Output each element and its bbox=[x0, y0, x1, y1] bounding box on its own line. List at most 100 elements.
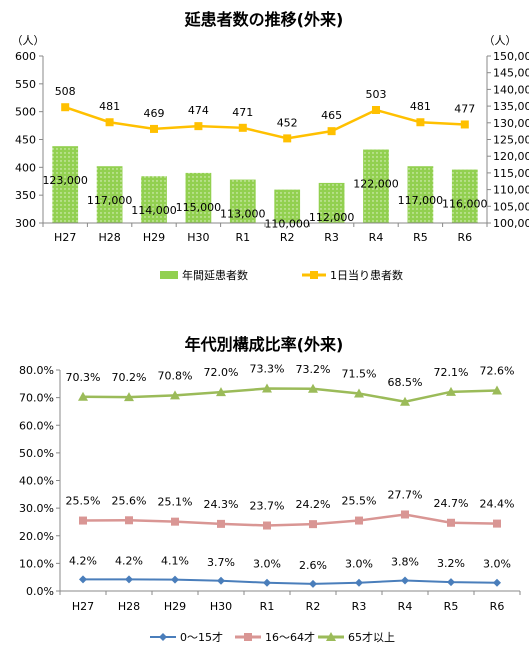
chart1-line-marker bbox=[105, 118, 114, 127]
chart2-marker-square bbox=[447, 518, 455, 527]
chart2-x-tick-label: R1 bbox=[260, 600, 275, 613]
chart1-x-tick-label: R3 bbox=[324, 231, 339, 244]
chart2-marker-triangle bbox=[78, 391, 88, 401]
chart2-data-label: 25.1% bbox=[158, 496, 193, 509]
chart1-line-data-label: 477 bbox=[454, 102, 475, 115]
chart2-data-label: 27.7% bbox=[388, 488, 423, 501]
chart1-right-axis-unit: （人） bbox=[484, 34, 517, 47]
chart2-x-tick-label: R4 bbox=[398, 600, 413, 613]
chart2-line-series-0 bbox=[83, 578, 498, 585]
chart2-y-tick-label: 70.0% bbox=[19, 392, 54, 405]
chart1-bar-data-label: 122,000 bbox=[353, 178, 399, 191]
chart2-marker-diamond bbox=[447, 578, 455, 587]
chart2-marker-triangle bbox=[400, 396, 410, 406]
chart2-x-tick-label: R2 bbox=[306, 600, 321, 613]
chart1-right-tick-label: 125,000 bbox=[493, 134, 529, 147]
chart2-y-tick-label: 0.0% bbox=[26, 585, 54, 598]
chart2-marker-square bbox=[263, 521, 271, 530]
chart1-bar-data-label: 113,000 bbox=[220, 208, 266, 221]
chart2-data-label: 24.3% bbox=[204, 498, 239, 511]
chart2-marker-triangle bbox=[354, 388, 364, 398]
chart2-marker-diamond bbox=[401, 576, 409, 585]
chart2-y-tick-label: 60.0% bbox=[19, 419, 54, 432]
chart2-data-label: 3.2% bbox=[437, 557, 465, 570]
chart1-bar bbox=[363, 149, 389, 223]
chart1-left-tick-label: 500 bbox=[15, 106, 36, 119]
chart2-marker-square bbox=[171, 517, 179, 526]
chart1-bar-data-label: 116,000 bbox=[442, 198, 488, 211]
chart1-bar-data-label: 115,000 bbox=[176, 201, 222, 214]
chart1-right-tick-label: 140,000 bbox=[493, 83, 529, 96]
chart1-bar bbox=[318, 182, 345, 223]
chart1-line-marker bbox=[150, 124, 158, 133]
chart2-data-label: 3.0% bbox=[253, 558, 281, 571]
chart2-data-label: 3.0% bbox=[483, 558, 511, 571]
chart1-legend-label-bars: 年間延患者数 bbox=[182, 268, 248, 282]
chart1-line-data-label: 503 bbox=[366, 88, 387, 101]
chart2-data-label: 24.4% bbox=[480, 498, 515, 511]
chart2-data-label: 3.8% bbox=[391, 556, 419, 569]
chart1-line-marker bbox=[238, 123, 247, 132]
chart1-line-data-label: 508 bbox=[55, 85, 76, 98]
chart1-left-tick-label: 450 bbox=[15, 134, 36, 147]
chart1-x-tick-label: R6 bbox=[457, 231, 472, 244]
chart1-legend-swatch-bars bbox=[160, 271, 178, 279]
chart2-y-tick-label: 10.0% bbox=[19, 557, 54, 570]
chart1-line-data-label: 452 bbox=[277, 116, 298, 129]
chart2-y-tick-label: 50.0% bbox=[19, 447, 54, 460]
chart2-legend-label-65-plus: 65才以上 bbox=[348, 630, 395, 644]
chart1-line-data-label: 471 bbox=[232, 106, 253, 119]
chart2-marker-square bbox=[217, 519, 225, 528]
chart2-y-tick-label: 30.0% bbox=[19, 502, 54, 515]
chart1-left-tick-label: 300 bbox=[15, 217, 36, 230]
chart2-marker-triangle bbox=[124, 392, 134, 402]
chart2-y-tick-label: 40.0% bbox=[19, 475, 54, 488]
chart1-bar bbox=[274, 189, 301, 223]
chart2-data-label: 25.5% bbox=[342, 495, 377, 508]
chart1-left-axis-unit: （人） bbox=[12, 34, 45, 47]
chart1-line-data-label: 474 bbox=[188, 104, 209, 117]
chart1-bar bbox=[52, 146, 79, 223]
chart1-bar-data-label: 114,000 bbox=[131, 204, 177, 217]
chart1-legend-marker-line bbox=[310, 271, 318, 279]
chart1-right-tick-label: 100,000 bbox=[493, 217, 529, 230]
chart1-legend-label-line: 1日当り患者数 bbox=[330, 268, 403, 282]
chart2-x-tick-label: H29 bbox=[164, 600, 186, 613]
chart-age-composition: 年代別構成比率(外来) 0.0% 10.0% 20.0% 30.0% 40.0% 50.0… bbox=[19, 335, 521, 644]
chart2-x-tick-label: R5 bbox=[444, 600, 459, 613]
chart2-marker-diamond bbox=[493, 578, 501, 587]
chart1-bar bbox=[407, 166, 434, 223]
chart1-bar-data-label: 117,000 bbox=[398, 194, 444, 207]
chart1-x-tick-label: H30 bbox=[187, 231, 209, 244]
chart2-data-label: 4.2% bbox=[69, 554, 97, 567]
chart1-right-tick-label: 120,000 bbox=[493, 150, 529, 163]
chart1-right-tick-label: 130,000 bbox=[493, 117, 529, 130]
chart1-line-data-label: 481 bbox=[99, 100, 120, 113]
chart2-title: 年代別構成比率(外来) bbox=[185, 335, 344, 354]
chart1-bar bbox=[96, 166, 123, 223]
chart2-data-label: 25.5% bbox=[66, 495, 101, 508]
chart2-y-tick-label: 80.0% bbox=[19, 364, 54, 377]
chart2-line-series-1 bbox=[82, 513, 498, 527]
chart2-marker-diamond bbox=[217, 576, 225, 585]
chart1-left-tick-label: 400 bbox=[15, 161, 36, 174]
chart1-bar-data-label: 123,000 bbox=[42, 174, 88, 187]
chart2-y-tick-label: 20.0% bbox=[19, 530, 54, 543]
chart1-right-tick-label: 135,000 bbox=[493, 100, 529, 113]
chart2-marker-diamond bbox=[125, 575, 133, 584]
chart1-right-tick-label: 150,000 bbox=[493, 50, 529, 63]
chart2-legend-label-0-15: 0～15才 bbox=[180, 630, 223, 644]
chart1-line-marker bbox=[194, 122, 203, 131]
chart2-data-label: 68.5% bbox=[388, 376, 423, 389]
chart2-data-label: 3.0% bbox=[345, 558, 373, 571]
chart2-data-label: 25.6% bbox=[112, 494, 147, 507]
chart2-marker-triangle bbox=[308, 383, 318, 393]
chart2-line-series-2 bbox=[82, 387, 498, 404]
chart1-x-tick-label: H29 bbox=[143, 231, 165, 244]
chart1-bar bbox=[451, 169, 478, 223]
chart1-x-tick-label: R5 bbox=[413, 231, 428, 244]
chart2-data-label: 72.6% bbox=[480, 364, 515, 377]
chart2-marker-diamond bbox=[79, 575, 87, 584]
chart1-line-marker bbox=[372, 105, 380, 114]
chart1-x-tick-label: R4 bbox=[369, 231, 384, 244]
